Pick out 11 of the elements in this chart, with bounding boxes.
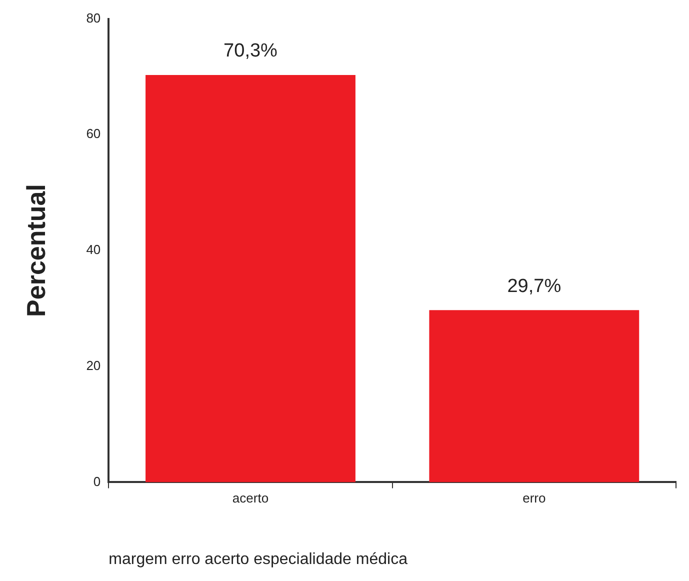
y-tick-label: 60 [86,126,101,142]
y-tick-label: 80 [86,10,101,26]
y-tick-label: 0 [93,474,101,489]
data-label: 70,3% [224,40,278,62]
y-tick-label: 20 [86,358,101,373]
x-tick-label: erro [522,490,546,506]
y-axis-title: Percentual [20,184,51,317]
data-label: 29,7% [507,276,562,297]
x-tick-label: acerto [232,490,269,506]
x-axis-title: margem erro acerto especialidade médica [108,550,408,568]
y-tick-label: 40 [86,242,101,258]
